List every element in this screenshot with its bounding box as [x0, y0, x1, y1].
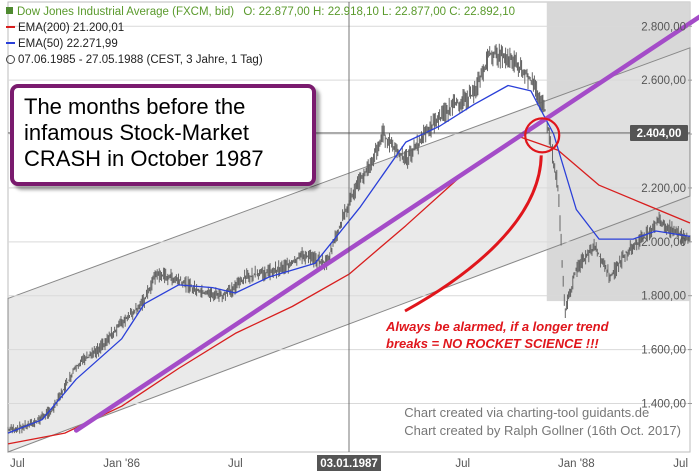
y-tick-label-0: 1.400,00: [641, 398, 686, 410]
series: [7, 43, 691, 445]
ema50-line: [7, 84, 691, 434]
y-crosshair-label: 2.404,00: [637, 128, 682, 140]
trendline: [73, 14, 699, 433]
x-tick-label-4: Jul: [455, 458, 470, 470]
x-tick-label-6: Jul: [673, 458, 688, 470]
ohlc-values: O: 22.877,00 H: 22.918,10 L: 22.877,00 C…: [243, 6, 516, 18]
y-tick-label-7: 2.800,00: [641, 21, 686, 33]
ema50-label: EMA(50) 22.271,99: [18, 38, 118, 50]
instrument-name: Dow Jones Industrial Average (FXCM, bid): [17, 6, 235, 18]
callout-box: The months before the infamous Stock-Mar…: [10, 84, 316, 186]
x-tick-label-2: Jul: [228, 458, 243, 470]
legend-instrument-row: Dow Jones Industrial Average (FXCM, bid)…: [6, 4, 515, 20]
ema200-swatch: [6, 26, 15, 28]
instrument-swatch: [6, 7, 13, 14]
y-tick-label-3: 2.000,00: [641, 237, 686, 249]
chart-credits: Chart created via charting-tool guidants…: [404, 404, 681, 440]
y-tick-label-2: 1.800,00: [641, 291, 686, 303]
y-tick-label-6: 2.600,00: [641, 75, 686, 87]
y-tick-label-1: 1.600,00: [641, 345, 686, 357]
axes: 1.400,00 1.600,00 1.800,00 2.000,00 2.200,00…: [10, 21, 692, 471]
x-tick-label-0: Jul: [10, 458, 25, 470]
x-crosshair-label-box: [317, 455, 381, 471]
break-circle: [524, 117, 561, 154]
annotation-arrow: [404, 155, 543, 313]
ema200-label: EMA(200) 21.200,01: [18, 22, 125, 34]
ema200-line: [7, 136, 691, 445]
legend-ema200-row: EMA(200) 21.200,01: [6, 20, 515, 36]
legend-range-row: 07.06.1985 - 27.05.1988 (CEST, 3 Jahre, …: [6, 52, 515, 68]
price-series: [7, 43, 691, 434]
y-crosshair-label-box: [630, 124, 688, 141]
y-tick-label-4: 2.200,00: [641, 183, 686, 195]
x-tick-label-1: Jan '86: [103, 458, 140, 470]
x-crosshair-label: 03.01.1987: [320, 458, 378, 470]
clock-icon: [6, 55, 15, 64]
alarm-line-1: Always be alarmed, if a longer trend: [386, 319, 609, 334]
ema50-swatch: [6, 42, 15, 44]
date-range: 07.06.1985 - 27.05.1988 (CEST, 3 Jahre, …: [18, 54, 263, 66]
callout-text: The months before the infamous Stock-Mar…: [24, 94, 264, 171]
x-tick-label-5: Jan '88: [558, 458, 595, 470]
chart-legend: Dow Jones Industrial Average (FXCM, bid)…: [6, 4, 515, 68]
alarm-annotation: Always be alarmed, if a longer trend bre…: [386, 318, 666, 352]
credit-line-2: Chart created by Ralph Gollner (16th Oct…: [404, 423, 681, 438]
credit-line-1: Chart created via charting-tool guidants…: [404, 405, 650, 420]
alarm-line-2: breaks = NO ROCKET SCIENCE !!!: [386, 336, 599, 351]
legend-ema50-row: EMA(50) 22.271,99: [6, 36, 515, 52]
